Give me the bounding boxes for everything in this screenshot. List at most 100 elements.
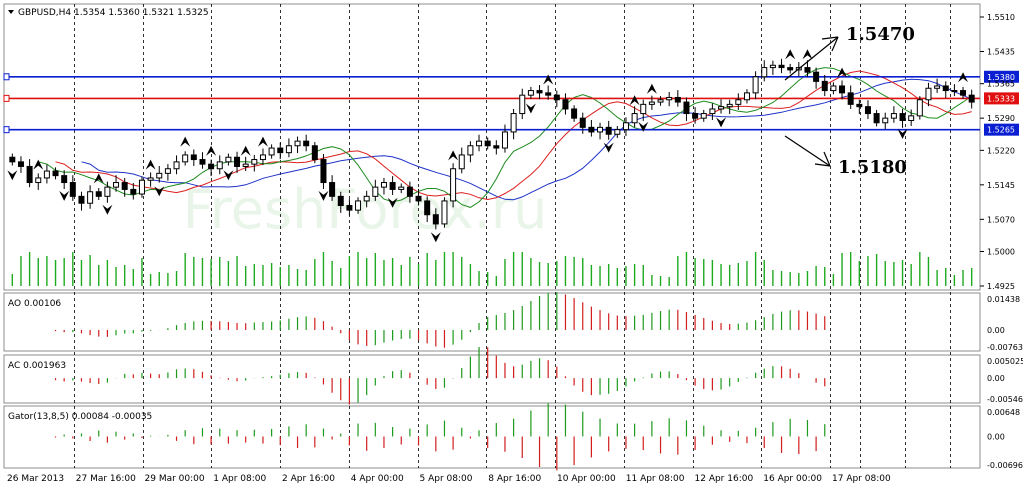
main-panel-frame xyxy=(3,3,981,291)
price-tick-label: 1.4925 xyxy=(987,282,1015,291)
gator-tick-label: -0.00696 xyxy=(987,461,1023,470)
oscillator-bars xyxy=(54,292,826,471)
candle-bear xyxy=(484,140,491,147)
candle-bull xyxy=(35,177,42,184)
candle-bull xyxy=(925,87,932,101)
up-fractal-icon xyxy=(206,145,217,156)
watermark: FreshForex.ru xyxy=(183,178,548,241)
volume-bars xyxy=(11,252,973,286)
down-fractal-icon xyxy=(430,232,441,243)
up-fractal-icon xyxy=(837,67,848,78)
candle-bear xyxy=(329,182,336,197)
ao-tick-label: 0.01438 xyxy=(987,295,1020,304)
candle-bear xyxy=(864,106,871,115)
time-tick-label: 5 Apr 08:00 xyxy=(420,474,473,484)
candle-bull xyxy=(666,96,673,101)
arrow-head-icon xyxy=(814,151,831,167)
price-tick-label: 1.5070 xyxy=(987,215,1015,224)
candle-bull xyxy=(510,113,517,133)
candle-bull xyxy=(519,94,526,115)
up-fractal-icon xyxy=(543,74,554,85)
candle-bear xyxy=(804,67,811,73)
candle-bear xyxy=(683,101,690,115)
candle-bull xyxy=(769,64,776,69)
candle-bull xyxy=(648,101,655,105)
candle-bear xyxy=(69,182,76,197)
candle-bear xyxy=(190,154,197,161)
time-tick-label: 11 Apr 08:00 xyxy=(626,474,685,484)
time-axis: 26 Mar 2013 27 Mar 16:00 29 Mar 00:00 1 Apr… xyxy=(7,474,891,484)
up-fractal-icon xyxy=(802,49,813,60)
price-axis: 1.5510 1.5435 1.5365 1.5290 1.5220 1.5145 1.50… xyxy=(980,13,1023,470)
ao-tick-label: -0.00763 xyxy=(987,343,1023,352)
up-fractal-icon xyxy=(180,136,191,147)
candle-bear xyxy=(873,113,880,124)
price-tick-label: 1.5435 xyxy=(987,47,1015,56)
candle-bear xyxy=(545,92,552,96)
down-fractal-icon xyxy=(318,190,329,201)
current-handle xyxy=(3,94,10,102)
up-fractal-icon xyxy=(240,145,251,156)
candle-bear xyxy=(26,165,33,184)
ac-label: AC 0.001963 xyxy=(8,361,66,371)
target-down-arrow xyxy=(784,135,831,167)
candle-bull xyxy=(113,182,120,188)
candle-bull xyxy=(640,103,647,115)
up-fractal-icon xyxy=(93,173,104,184)
fractals xyxy=(7,49,969,243)
price-tick-label: 1.5510 xyxy=(987,13,1015,22)
candle-bear xyxy=(61,175,68,184)
candle-bull xyxy=(527,90,534,96)
up-fractal-icon xyxy=(785,49,796,60)
up-fractal-icon xyxy=(958,72,969,83)
down-fractal-icon xyxy=(603,142,614,153)
alligator-teeth xyxy=(55,70,972,201)
candle-bull xyxy=(476,140,483,147)
candle-bull xyxy=(597,126,604,133)
price-tick-label: 1.5220 xyxy=(987,146,1015,155)
candle-bull xyxy=(268,147,275,156)
chevron-down-icon[interactable] xyxy=(8,10,14,14)
price-tick-label: 1.5000 xyxy=(987,248,1015,257)
candle-bull xyxy=(147,177,154,181)
target-down-annotation: 1.5180 xyxy=(784,135,907,178)
candle-bear xyxy=(78,195,85,204)
candle-bull xyxy=(104,186,111,197)
candle-bull xyxy=(372,186,379,197)
candle-bear xyxy=(234,156,241,167)
ac-tick-label: -0.00546 xyxy=(987,395,1023,404)
down-fractal-icon xyxy=(387,197,398,208)
candle-bull xyxy=(285,145,292,154)
target-down-label: 1.5180 xyxy=(838,157,907,178)
candle-bear xyxy=(389,182,396,190)
candle-bull xyxy=(450,168,457,202)
candle-bear xyxy=(847,92,854,105)
up-fractal-icon xyxy=(629,95,640,106)
price-tick-label: 1.5290 xyxy=(987,114,1015,123)
candle-bear xyxy=(787,67,794,71)
candle-bear xyxy=(337,195,344,207)
ac-panel-frame xyxy=(3,354,981,404)
candle-bull xyxy=(173,161,180,170)
time-tick-label: 4 Apr 00:00 xyxy=(351,474,404,484)
up-fractal-icon xyxy=(33,159,44,170)
candle-bull xyxy=(752,76,759,94)
down-fractal-icon xyxy=(716,117,727,128)
candle-bear xyxy=(813,71,820,82)
candle-bear xyxy=(588,126,595,133)
down-fractal-icon xyxy=(223,170,234,181)
ao-panel-frame xyxy=(3,292,981,352)
target-up-arrow xyxy=(784,36,839,81)
candle-bull xyxy=(380,182,387,188)
candle-bear xyxy=(692,113,699,119)
candle-bear xyxy=(839,85,846,94)
time-tick-label: 16 Apr 00:00 xyxy=(763,474,822,484)
candle-bull xyxy=(156,172,163,179)
candle-bear xyxy=(856,103,863,108)
candle-bull xyxy=(43,170,50,179)
candle-bear xyxy=(130,188,137,195)
candle-bull xyxy=(743,92,750,101)
candle-bear xyxy=(415,195,422,202)
candle-bear xyxy=(121,182,128,190)
